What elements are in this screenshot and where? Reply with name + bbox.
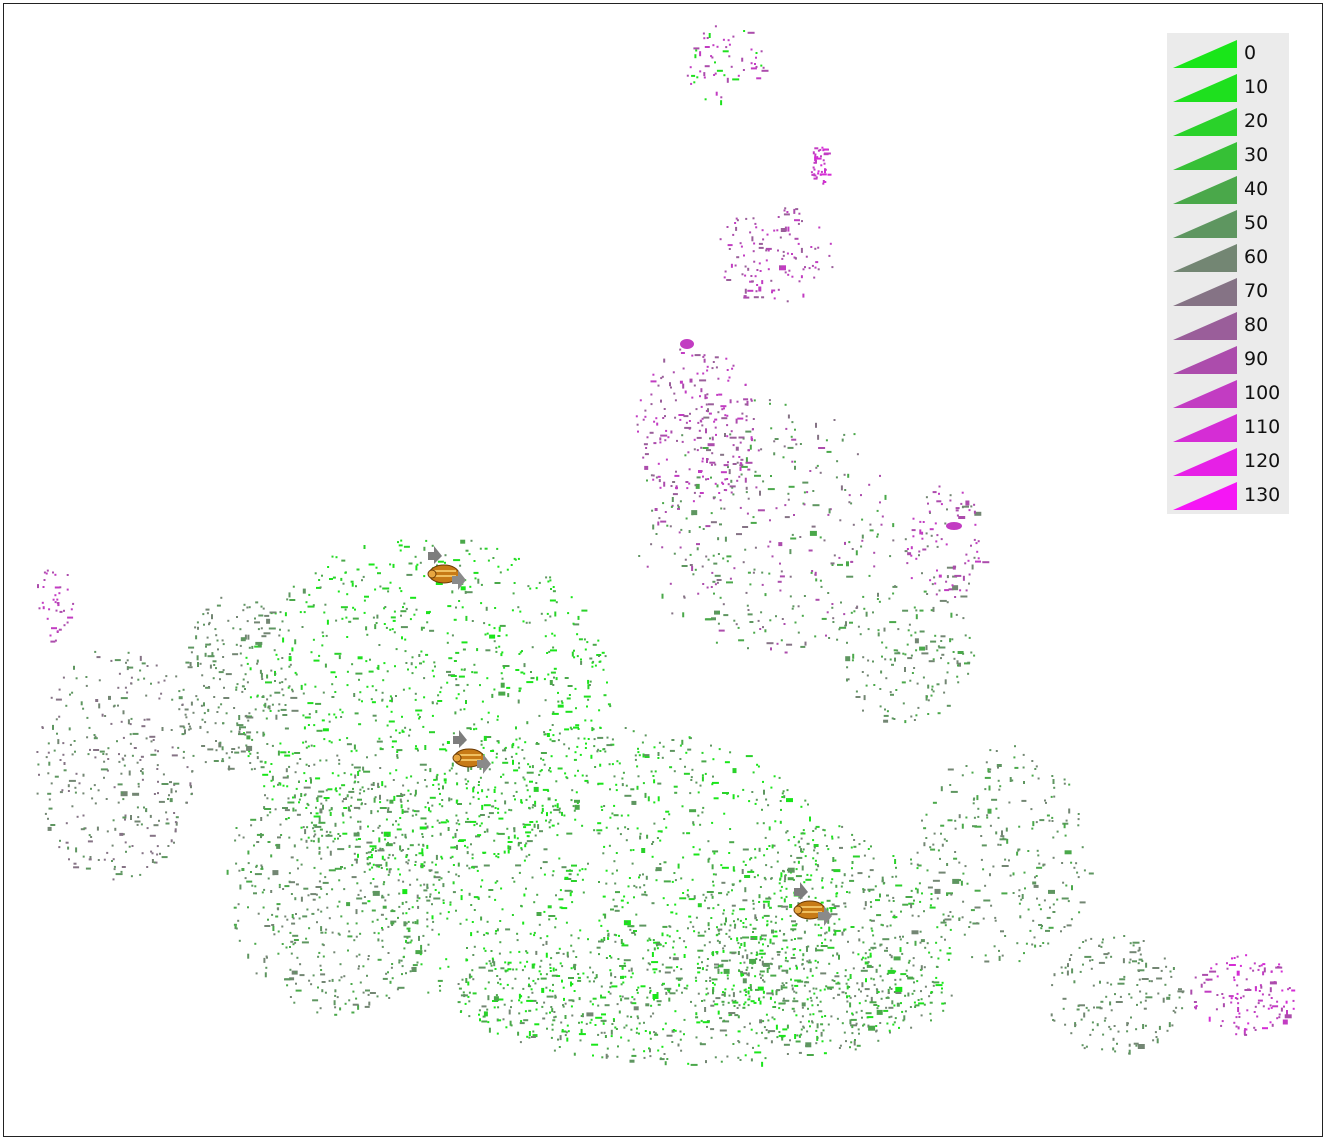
- legend-item: 40: [1167, 171, 1289, 205]
- legend-label: 100: [1244, 382, 1281, 404]
- legend-swatch-triangle: [1173, 448, 1237, 476]
- legend-item: 110: [1167, 409, 1289, 443]
- legend-item: 60: [1167, 239, 1289, 273]
- legend-swatch-triangle: [1173, 244, 1237, 272]
- legend-item: 10: [1167, 69, 1289, 103]
- legend-label: 20: [1244, 110, 1269, 132]
- legend-item: 120: [1167, 443, 1289, 477]
- legend-swatch-triangle: [1173, 414, 1237, 442]
- legend-label: 130: [1244, 484, 1281, 506]
- map-view[interactable]: 0 10 20 30 40 50 60 70 80 90 100 110 120 130: [3, 3, 1323, 1137]
- legend-item: 0: [1167, 35, 1289, 69]
- legend-label: 10: [1244, 76, 1269, 98]
- legend-swatch-triangle: [1173, 346, 1237, 374]
- legend-swatch-triangle: [1173, 40, 1237, 68]
- legend-swatch-triangle: [1173, 312, 1237, 340]
- legend-item: 80: [1167, 307, 1289, 341]
- log-pile-icon[interactable]: [793, 882, 832, 926]
- log-pile-icon[interactable]: [452, 730, 491, 774]
- legend-item: 90: [1167, 341, 1289, 375]
- map-canvas[interactable]: [4, 4, 1322, 1136]
- legend-item: 20: [1167, 103, 1289, 137]
- legend-label: 110: [1244, 416, 1281, 438]
- legend-swatch-triangle: [1173, 380, 1237, 408]
- legend-label: 50: [1244, 212, 1269, 234]
- legend-label: 90: [1244, 348, 1269, 370]
- legend-label: 0: [1244, 42, 1257, 64]
- legend-item: 70: [1167, 273, 1289, 307]
- legend-label: 60: [1244, 246, 1269, 268]
- legend-swatch-triangle: [1173, 210, 1237, 238]
- legend-item: 130: [1167, 477, 1289, 511]
- legend-swatch-triangle: [1173, 74, 1237, 102]
- legend-swatch-triangle: [1173, 108, 1237, 136]
- legend-label: 120: [1244, 450, 1281, 472]
- legend-label: 40: [1244, 178, 1269, 200]
- legend-swatch-triangle: [1173, 278, 1237, 306]
- legend-swatch-triangle: [1173, 142, 1237, 170]
- legend-label: 30: [1244, 144, 1269, 166]
- legend-item: 30: [1167, 137, 1289, 171]
- map-legend: 0 10 20 30 40 50 60 70 80 90 100 110 120 130: [1167, 33, 1289, 514]
- legend-item: 100: [1167, 375, 1289, 409]
- legend-label: 70: [1244, 280, 1269, 302]
- legend-swatch-triangle: [1173, 482, 1237, 510]
- legend-swatch-triangle: [1173, 176, 1237, 204]
- legend-item: 50: [1167, 205, 1289, 239]
- log-pile-icon[interactable]: [427, 546, 466, 590]
- forest-stands-layer: [36, 25, 1296, 1067]
- legend-label: 80: [1244, 314, 1269, 336]
- mills-layer: [427, 546, 832, 926]
